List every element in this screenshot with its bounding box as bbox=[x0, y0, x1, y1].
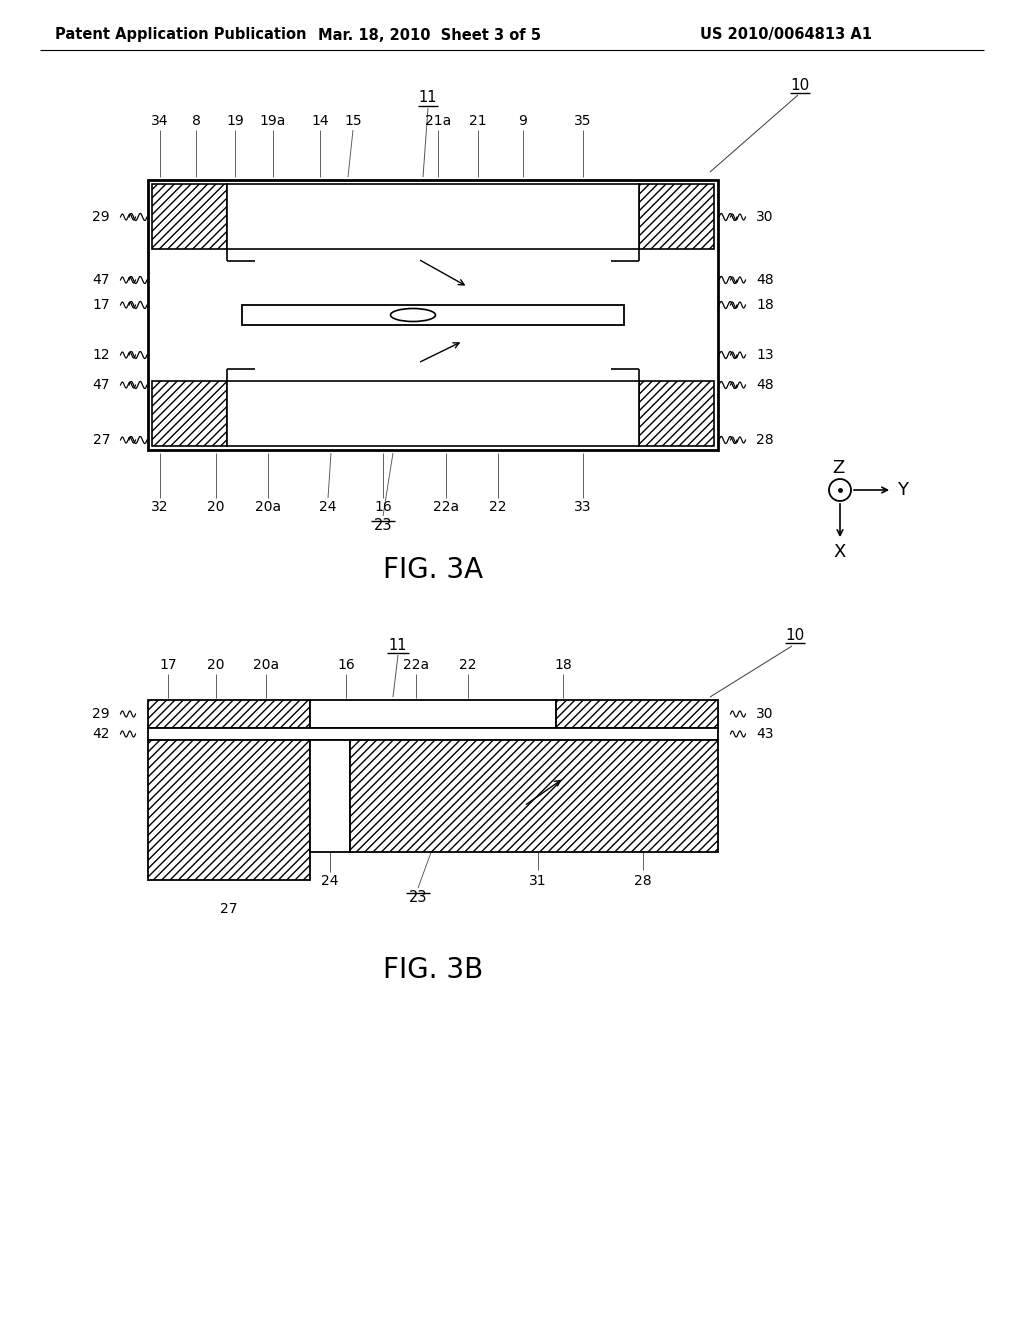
Text: 48: 48 bbox=[756, 378, 773, 392]
Text: 19a: 19a bbox=[260, 114, 286, 128]
Text: 18: 18 bbox=[554, 657, 571, 672]
Bar bbox=[152, 381, 227, 446]
Text: 23: 23 bbox=[409, 890, 427, 906]
Text: 18: 18 bbox=[756, 298, 774, 312]
Text: 11: 11 bbox=[419, 91, 437, 106]
Text: 15: 15 bbox=[344, 114, 361, 128]
Text: 23: 23 bbox=[374, 517, 392, 533]
Bar bbox=[350, 741, 718, 851]
Text: 20a: 20a bbox=[253, 657, 280, 672]
Text: Patent Application Publication: Patent Application Publication bbox=[55, 28, 306, 42]
Text: 17: 17 bbox=[92, 298, 110, 312]
Text: 24: 24 bbox=[319, 500, 337, 513]
Bar bbox=[148, 741, 310, 880]
Text: 8: 8 bbox=[191, 114, 201, 128]
Text: 20: 20 bbox=[207, 500, 224, 513]
Bar bbox=[639, 381, 714, 446]
Text: FIG. 3B: FIG. 3B bbox=[383, 956, 483, 983]
Text: 42: 42 bbox=[92, 727, 110, 741]
Ellipse shape bbox=[390, 309, 435, 322]
Text: 43: 43 bbox=[756, 727, 773, 741]
Text: 47: 47 bbox=[92, 378, 110, 392]
Text: 16: 16 bbox=[374, 500, 392, 513]
Text: X: X bbox=[834, 543, 846, 561]
Text: 21a: 21a bbox=[425, 114, 452, 128]
Text: 16: 16 bbox=[337, 657, 355, 672]
Text: 31: 31 bbox=[529, 874, 547, 888]
Text: 32: 32 bbox=[152, 500, 169, 513]
Bar bbox=[556, 700, 718, 729]
Bar bbox=[227, 183, 639, 249]
Text: 22: 22 bbox=[489, 500, 507, 513]
Text: 17: 17 bbox=[159, 657, 177, 672]
Text: 30: 30 bbox=[756, 708, 773, 721]
Text: 22a: 22a bbox=[402, 657, 429, 672]
Bar bbox=[310, 741, 350, 851]
Text: 22a: 22a bbox=[433, 500, 459, 513]
Text: 47: 47 bbox=[92, 273, 110, 286]
Text: 30: 30 bbox=[756, 210, 773, 224]
Text: Y: Y bbox=[897, 480, 908, 499]
Text: 10: 10 bbox=[785, 627, 805, 643]
Text: 14: 14 bbox=[311, 114, 329, 128]
Bar bbox=[148, 180, 718, 450]
Text: 27: 27 bbox=[92, 433, 110, 447]
Bar bbox=[148, 700, 310, 729]
Text: 12: 12 bbox=[92, 348, 110, 362]
Text: 21: 21 bbox=[469, 114, 486, 128]
Text: 27: 27 bbox=[220, 902, 238, 916]
Circle shape bbox=[829, 479, 851, 502]
Bar bbox=[227, 381, 639, 446]
Text: 34: 34 bbox=[152, 114, 169, 128]
Text: 28: 28 bbox=[634, 874, 652, 888]
Text: Mar. 18, 2010  Sheet 3 of 5: Mar. 18, 2010 Sheet 3 of 5 bbox=[318, 28, 542, 42]
Text: 24: 24 bbox=[322, 874, 339, 888]
Text: 19: 19 bbox=[226, 114, 244, 128]
Text: 13: 13 bbox=[756, 348, 773, 362]
Text: 35: 35 bbox=[574, 114, 592, 128]
Text: US 2010/0064813 A1: US 2010/0064813 A1 bbox=[700, 28, 872, 42]
Bar bbox=[152, 183, 227, 249]
Text: 29: 29 bbox=[92, 210, 110, 224]
Text: 20: 20 bbox=[207, 657, 224, 672]
Text: Z: Z bbox=[831, 459, 844, 477]
Bar bbox=[639, 183, 714, 249]
Text: 48: 48 bbox=[756, 273, 773, 286]
Text: 22: 22 bbox=[459, 657, 477, 672]
Bar bbox=[242, 305, 624, 325]
Text: 20a: 20a bbox=[255, 500, 281, 513]
Text: 9: 9 bbox=[518, 114, 527, 128]
Text: 33: 33 bbox=[574, 500, 592, 513]
Text: 10: 10 bbox=[791, 78, 810, 92]
Text: 11: 11 bbox=[389, 638, 408, 652]
Bar bbox=[310, 700, 556, 729]
Text: FIG. 3A: FIG. 3A bbox=[383, 556, 483, 583]
Text: 29: 29 bbox=[92, 708, 110, 721]
Text: 28: 28 bbox=[756, 433, 773, 447]
Bar bbox=[148, 729, 718, 741]
